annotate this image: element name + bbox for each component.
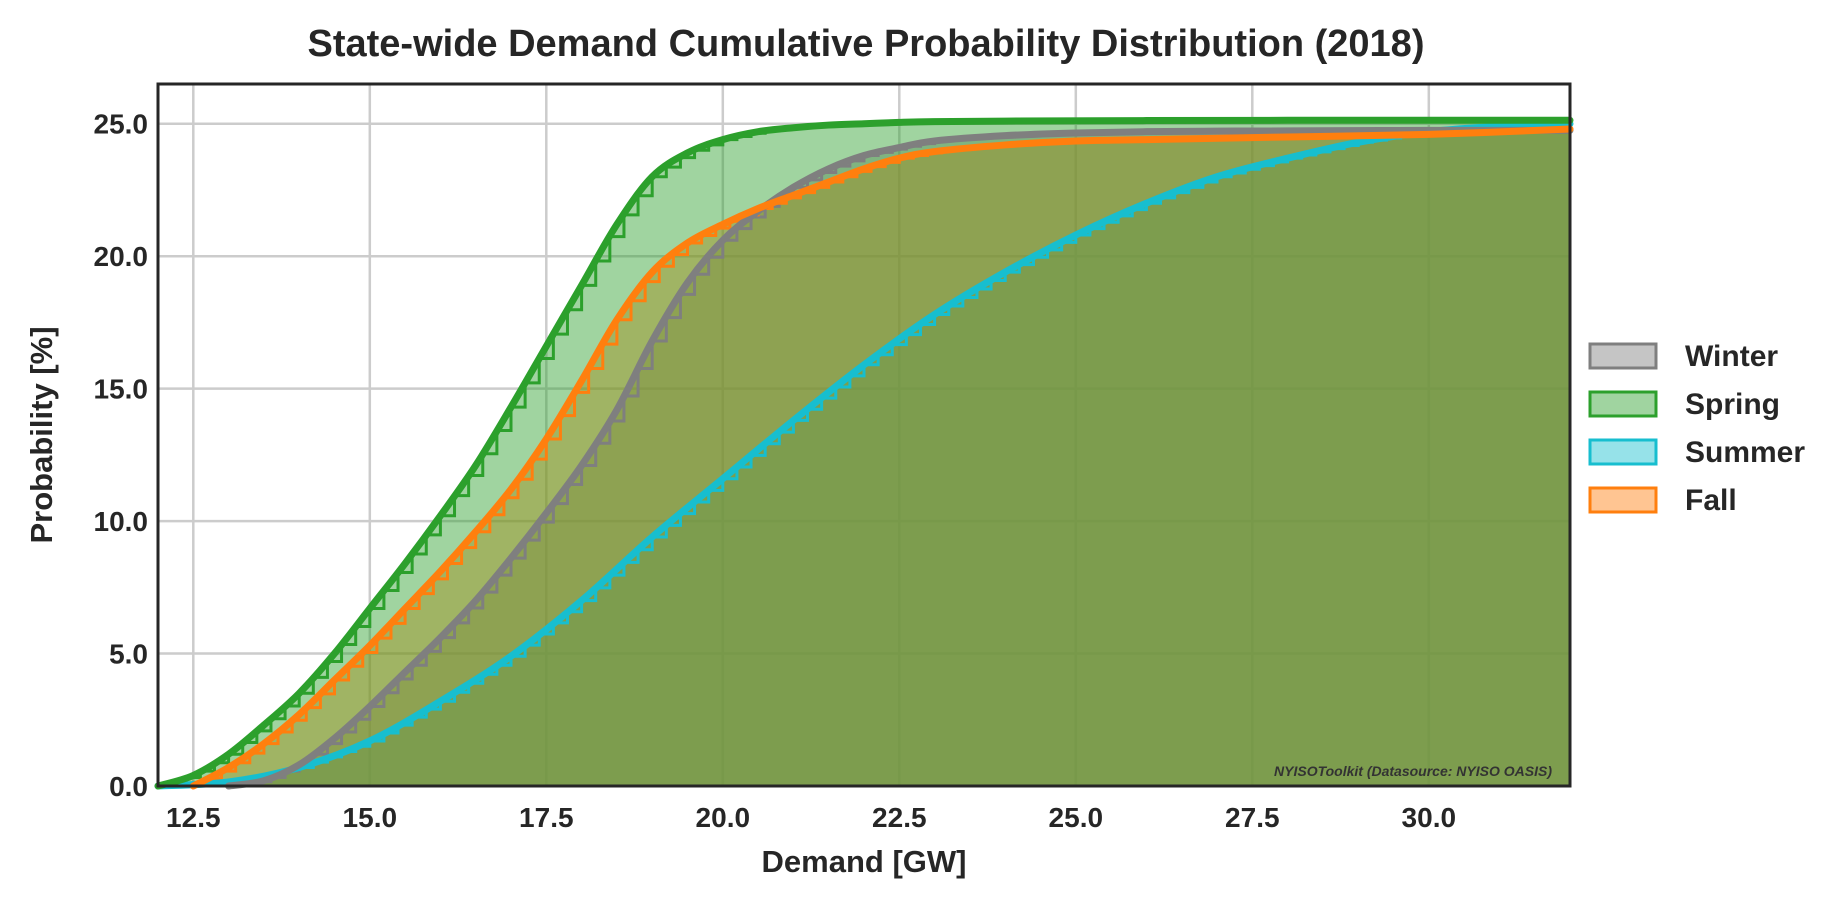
x-tick-label: 15.0	[343, 802, 398, 833]
x-tick-label: 30.0	[1402, 802, 1457, 833]
legend-swatch-spring	[1588, 390, 1658, 418]
legend-swatch-fall	[1588, 486, 1658, 514]
legend: Winter Spring Summer Fall	[1588, 340, 1805, 517]
line-summer	[154, 120, 1574, 790]
y-tick-label: 25.0	[94, 109, 149, 140]
x-tick-label: 17.5	[519, 802, 574, 833]
line-fall	[189, 125, 1574, 790]
plot-frame	[156, 82, 1572, 788]
line-winter	[225, 126, 1574, 790]
area-summer	[158, 123, 1570, 787]
legend-item-summer: Summer	[1588, 436, 1805, 469]
legend-swatch-summer	[1588, 438, 1658, 466]
legend-label-spring: Spring	[1685, 388, 1780, 421]
legend-label-winter: Winter	[1685, 340, 1778, 373]
x-axis-label: Demand [GW]	[762, 844, 967, 879]
x-tick-label: 22.5	[872, 802, 927, 833]
x-tick-label: 20.0	[696, 802, 751, 833]
legend-swatch-winter	[1588, 342, 1658, 370]
y-tick-label: 15.0	[94, 374, 149, 405]
legend-item-spring: Spring	[1588, 388, 1780, 421]
y-tick-label: 20.0	[94, 241, 149, 272]
legend-item-fall: Fall	[1588, 484, 1737, 517]
series-layer	[154, 116, 1574, 790]
grid-lines	[158, 84, 1570, 788]
y-tick-label: 0.0	[109, 771, 148, 802]
legend-label-fall: Fall	[1685, 484, 1737, 517]
y-tick-label: 5.0	[109, 639, 148, 670]
x-tick-label: 12.5	[166, 802, 221, 833]
area-fall	[193, 129, 1570, 787]
plot-area	[154, 82, 1574, 790]
y-tick-label: 10.0	[94, 506, 149, 537]
x-tick-label: 27.5	[1225, 802, 1280, 833]
y-axis-label: Probability [%]	[24, 326, 59, 543]
chart-title: State-wide Demand Cumulative Probability…	[308, 23, 1425, 65]
legend-item-winter: Winter	[1588, 340, 1778, 373]
tick-labels: 12.5 15.0 17.5 20.0 22.5 25.0 27.5 30.0 0.0 5.0 10…	[94, 109, 1457, 833]
legend-label-summer: Summer	[1685, 436, 1805, 469]
area-spring	[158, 120, 1570, 787]
x-tick-label: 25.0	[1049, 802, 1104, 833]
plot-background	[158, 84, 1570, 786]
line-spring	[154, 116, 1574, 790]
watermark-text: NYISOToolkit (Datasource: NYISO OASIS)	[1274, 763, 1552, 779]
